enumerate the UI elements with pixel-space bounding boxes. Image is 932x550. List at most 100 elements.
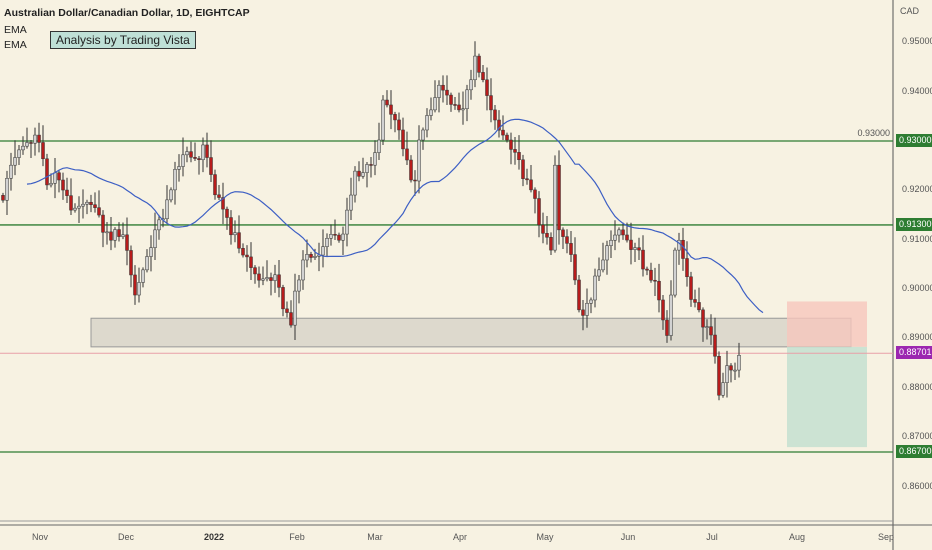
candle-down (1, 195, 5, 201)
candle-up (105, 231, 109, 234)
candle-up (473, 55, 477, 81)
candle-down (41, 142, 45, 160)
price-tick-label: 0.88000 (902, 381, 932, 392)
candle-up (25, 142, 29, 147)
candle-down (37, 134, 41, 143)
candle-down (513, 149, 517, 153)
candle-down (189, 151, 193, 158)
candle-down (449, 94, 453, 105)
candle-down (453, 104, 457, 106)
candle-down (569, 243, 573, 255)
price-tick-label: 0.91000 (902, 233, 932, 244)
candle-down (541, 224, 545, 234)
candle-up (721, 382, 725, 396)
take-profit-area (787, 346, 867, 448)
candle-up (81, 203, 85, 207)
candle-up (589, 299, 593, 304)
candle-up (293, 290, 297, 326)
candle-down (65, 189, 69, 196)
candle-down (197, 158, 201, 161)
time-tick-label: Jun (620, 532, 636, 542)
price-tick-label: 0.94000 (902, 85, 932, 96)
candle-up (121, 234, 125, 237)
candle-down (405, 148, 409, 161)
candle-up (365, 164, 369, 173)
candle-up (153, 229, 157, 248)
candle-down (333, 234, 337, 236)
candle-up (273, 274, 277, 281)
candle-down (257, 273, 261, 281)
price-tick-label: 0.92000 (902, 184, 932, 195)
candle-down (477, 55, 481, 73)
ema-legend-1[interactable]: EMA (4, 24, 27, 36)
candle-down (557, 164, 561, 231)
candle-up (361, 172, 365, 177)
candle-down (205, 144, 209, 158)
candle-down (241, 248, 245, 256)
candle-up (113, 229, 117, 241)
candle-up (169, 189, 173, 201)
candle-up (49, 183, 53, 186)
ema-line (26, 118, 764, 314)
candle-up (381, 99, 385, 141)
candle-up (617, 229, 621, 236)
candle-down (645, 268, 649, 271)
candle-up (417, 139, 421, 182)
candle-down (57, 172, 61, 181)
candle-down (661, 299, 665, 321)
candle-up (345, 209, 349, 235)
candle-up (705, 326, 709, 328)
candle-up (421, 129, 425, 141)
candle-down (253, 267, 257, 275)
candle-down (413, 179, 417, 182)
candle-down (269, 277, 273, 281)
candle-down (457, 104, 461, 111)
candle-down (561, 229, 565, 237)
candle-down (61, 179, 65, 191)
candle-up (469, 79, 473, 91)
candle-up (201, 144, 205, 161)
candle-down (621, 229, 625, 236)
candle-down (245, 254, 249, 258)
price-tick-label: 0.87000 (902, 431, 932, 442)
support-zone (90, 317, 852, 348)
candle-down (393, 114, 397, 121)
candle-down (729, 365, 733, 371)
candle-down (533, 189, 537, 199)
candle-down (665, 319, 669, 336)
candle-up (597, 269, 601, 277)
candle-down (29, 142, 33, 144)
time-tick-label: Mar (367, 532, 383, 542)
candle-up (173, 169, 177, 191)
candle-up (177, 166, 181, 170)
level-price-label: 0.86700 (896, 445, 932, 459)
candle-up (593, 275, 597, 301)
time-tick-label: May (536, 532, 554, 542)
candle-down (249, 256, 253, 268)
symbol-title: Australian Dollar/Canadian Dollar, 1D, E… (4, 7, 250, 19)
candle-down (401, 129, 405, 150)
candle-down (209, 157, 213, 175)
candle-down (45, 158, 49, 186)
candle-down (389, 104, 393, 115)
candle-down (225, 208, 229, 218)
candle-down (689, 276, 693, 300)
candle-down (717, 356, 721, 396)
candle-up (157, 219, 161, 231)
candle-down (641, 249, 645, 270)
candle-down (565, 236, 569, 244)
candle-up (321, 246, 325, 256)
candle-down (489, 95, 493, 111)
candle-down (385, 99, 389, 106)
candle-up (433, 97, 437, 111)
candle-up (429, 109, 433, 116)
ema-legend-2[interactable]: EMA (4, 39, 27, 51)
candle-up (9, 164, 13, 179)
candle-up (373, 152, 377, 166)
level-price-label: 0.93000 (896, 134, 932, 147)
candle-up (613, 234, 617, 241)
candle-down (629, 239, 633, 250)
candle-down (133, 274, 137, 296)
candle-up (737, 355, 741, 371)
